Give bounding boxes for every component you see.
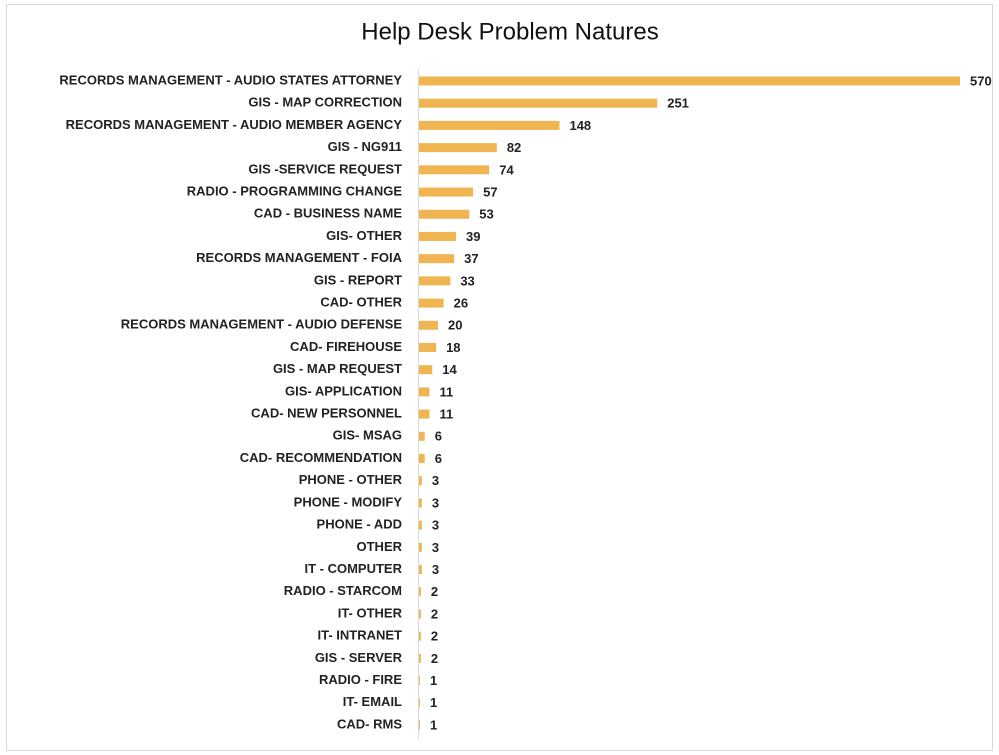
category-label: IT- INTRANET [318,628,403,643]
category-label: RECORDS MANAGEMENT - FOIA [196,250,402,265]
bar [419,498,422,508]
bar [419,187,474,197]
bar [419,587,421,597]
bar [419,98,658,108]
value-label: 3 [432,540,439,555]
category-label: GIS -SERVICE REQUEST [248,161,402,176]
bar [419,409,430,419]
value-label: 20 [448,318,462,333]
category-label: RADIO - STARCOM [284,583,402,598]
bar [419,387,430,397]
category-label: RECORDS MANAGEMENT - AUDIO STATES ATTORN… [59,72,402,87]
category-label: GIS - NG911 [328,139,402,154]
value-label: 148 [569,118,591,133]
bar [419,231,457,241]
value-label: 6 [435,429,442,444]
bar [419,365,433,375]
bar [419,720,420,730]
value-label: 3 [432,518,439,533]
value-label: 2 [431,651,438,666]
bar [419,542,422,552]
value-label: 1 [430,673,437,688]
bar [419,320,438,330]
category-label: PHONE - MODIFY [294,494,403,509]
value-label: 37 [464,251,478,266]
category-label: IT- EMAIL [343,694,402,709]
value-label: 2 [431,584,438,599]
bar [419,476,422,486]
bar [419,676,420,686]
category-label: CAD- NEW PERSONNEL [251,406,402,421]
bar [419,653,421,663]
category-label: GIS- OTHER [326,228,402,243]
category-label: GIS - MAP CORRECTION [248,95,402,110]
value-label: 251 [667,96,689,111]
bar [419,698,420,708]
value-label: 1 [430,695,437,710]
chart-title: Help Desk Problem Natures [361,18,658,45]
category-label: CAD- OTHER [320,295,402,310]
bar [419,609,421,619]
value-label: 26 [454,296,468,311]
bar [419,254,455,264]
value-label: 570 [970,73,992,88]
category-label: CAD- RMS [337,716,402,731]
bar [419,165,490,175]
value-label: 3 [432,473,439,488]
value-label: 3 [432,495,439,510]
value-label: 39 [466,229,480,244]
category-label: GIS- APPLICATION [285,383,402,398]
category-label: RADIO - PROGRAMMING CHANGE [187,183,403,198]
category-label: PHONE - ADD [317,517,402,532]
value-label: 11 [439,407,453,422]
category-label: RECORDS MANAGEMENT - AUDIO DEFENSE [121,317,403,332]
bar [419,431,425,441]
bar [419,120,560,130]
bar [419,209,470,219]
category-label: GIS - REPORT [314,272,402,287]
bar [419,631,421,641]
category-label: RECORDS MANAGEMENT - AUDIO MEMBER AGENCY [66,117,403,132]
value-label: 57 [483,184,497,199]
category-label: GIS - MAP REQUEST [273,361,402,376]
value-label: 14 [442,362,457,377]
bar [419,143,497,153]
value-label: 18 [446,340,460,355]
value-label: 1 [430,717,437,732]
category-label: RADIO - FIRE [319,672,402,687]
bar [419,520,422,530]
category-label: CAD- RECOMMENDATION [240,450,402,465]
category-label: GIS- MSAG [333,428,402,443]
bar [419,454,425,464]
category-label: IT- OTHER [338,605,403,620]
value-label: 2 [431,606,438,621]
value-label: 82 [507,140,521,155]
category-label: CAD- FIREHOUSE [290,339,402,354]
category-label: GIS - SERVER [315,650,403,665]
bar [419,342,437,352]
category-label: CAD - BUSINESS NAME [254,206,402,221]
category-label: PHONE - OTHER [299,472,403,487]
bar [419,76,960,86]
value-label: 6 [435,451,442,466]
value-label: 2 [431,629,438,644]
value-label: 74 [499,162,514,177]
value-label: 53 [479,207,493,222]
category-label: OTHER [357,539,403,554]
value-label: 3 [432,562,439,577]
category-label: IT - COMPUTER [305,561,403,576]
bar [419,298,444,308]
bar [419,565,422,575]
value-label: 33 [460,273,474,288]
value-label: 11 [439,384,453,399]
bar [419,276,451,286]
